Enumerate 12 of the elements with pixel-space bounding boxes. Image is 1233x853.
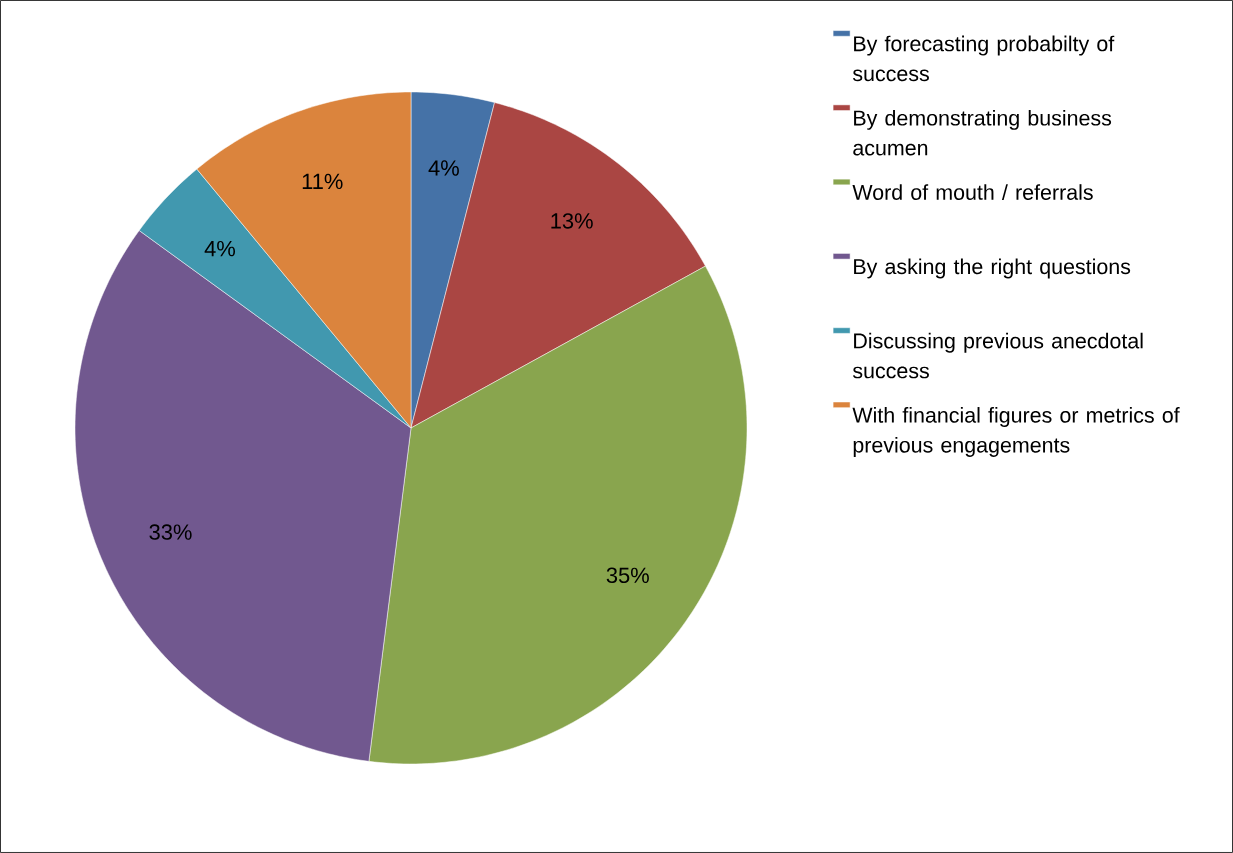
legend-label: By demonstrating business acumen — [853, 109, 1112, 156]
data-label: 11% — [302, 173, 343, 190]
legend-label: By forecasting probabilty of success — [852, 35, 1115, 82]
data-label: 4% — [204, 240, 236, 257]
data-label: 4% — [428, 160, 459, 176]
legend-label: Word of mouth / referrals — [852, 184, 1093, 200]
legend-label: By asking the right questions — [854, 258, 1131, 279]
legend-label: Discussing previous anecdotal success — [852, 332, 1143, 379]
legend-label: With financial figures or metrics of previous engagements — [852, 407, 1180, 457]
data-label: 33% — [149, 524, 192, 540]
data-label: 35% — [606, 567, 649, 584]
data-label: 13% — [551, 213, 593, 229]
